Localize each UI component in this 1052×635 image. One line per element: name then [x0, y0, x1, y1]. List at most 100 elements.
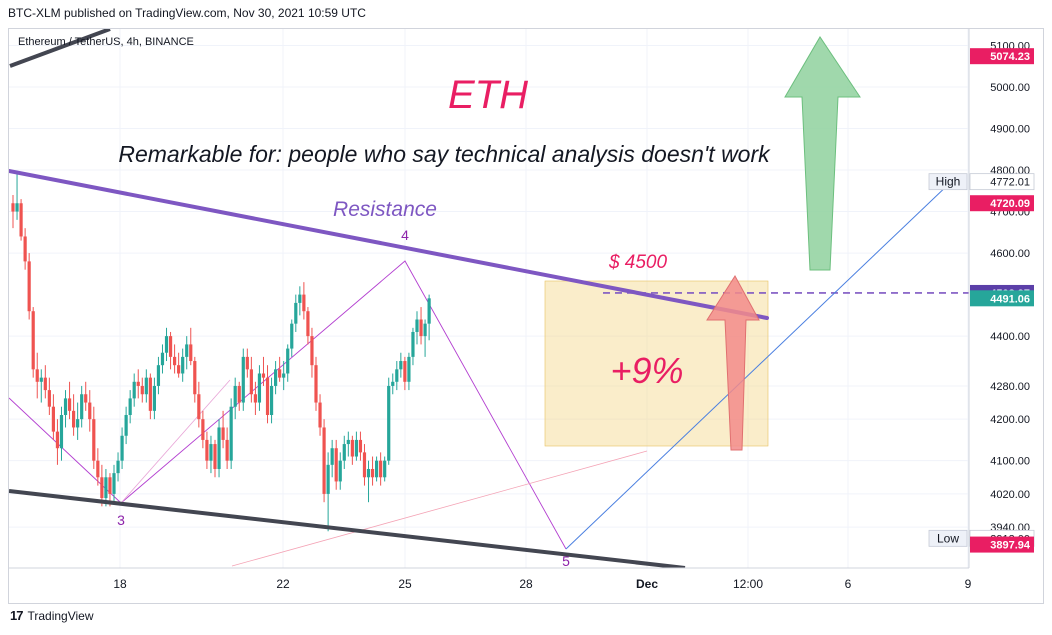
price-tag-label: 3897.94 [990, 540, 1031, 552]
candle-body [76, 419, 80, 428]
price-tick-label: 5000.00 [990, 82, 1030, 94]
support-line [9, 29, 111, 68]
candle-body [160, 352, 165, 366]
candle-body [173, 356, 177, 366]
gain-label: +9% [610, 350, 683, 391]
time-tick-label: 6 [845, 577, 852, 591]
candle-body [84, 394, 88, 403]
time-axis[interactable]: 18 22 25 28 Dec 12:00 6 9 [9, 567, 972, 591]
resistance-line [9, 169, 769, 320]
price-tag [970, 290, 1034, 307]
wave-point-label: 3 [117, 512, 125, 528]
price-tag [969, 173, 1035, 191]
candle-body [245, 356, 249, 370]
candles [11, 174, 431, 532]
candle-body [43, 377, 47, 391]
time-tick-label: 18 [113, 577, 127, 591]
highlight-zones [544, 280, 969, 447]
up-arrow [784, 36, 861, 271]
price-tick-label: 4280.00 [990, 381, 1030, 393]
candle-body [15, 203, 19, 212]
candle-body [354, 439, 358, 457]
candle-body [47, 390, 51, 407]
candle-body [11, 203, 15, 212]
candle-body [375, 460, 379, 478]
price-tags: 5074.234772.01High4720.094503.974491.063… [928, 48, 1035, 553]
time-tick-label: 9 [965, 577, 972, 591]
chart-frame [8, 28, 1044, 604]
candle-body [411, 331, 415, 357]
time-tick-label: 25 [398, 577, 412, 591]
candle-body [31, 311, 35, 370]
candle-body [181, 356, 185, 374]
candle-body [148, 377, 152, 411]
candle-body [249, 369, 253, 395]
candle-body [362, 452, 367, 478]
candle-body [237, 385, 241, 403]
candle-body [415, 319, 419, 332]
candle-body [278, 369, 282, 378]
candle-body [427, 298, 431, 324]
candle-body [265, 377, 270, 416]
candle-body [233, 385, 237, 407]
resistance-lines [9, 29, 769, 568]
price-tick-label: 4900.00 [990, 124, 1030, 136]
candle-body [217, 427, 221, 469]
candle-body [63, 398, 68, 416]
chart-subtitle: Remarkable for: people who say technical… [118, 141, 771, 167]
candle-body [241, 356, 245, 403]
candle-body [177, 365, 181, 374]
candle-body [55, 431, 60, 449]
price-tag-label: 4491.06 [990, 293, 1030, 305]
candle-body [164, 336, 169, 353]
price-tag [970, 195, 1034, 212]
candle-body [407, 356, 411, 382]
candle-body [108, 477, 112, 494]
price-tag-name-box [928, 529, 968, 547]
target-arrow [706, 275, 760, 451]
candle-body [132, 381, 136, 399]
price-tag-label: 4772.01 [990, 177, 1030, 189]
arrows [706, 36, 861, 451]
support-line [9, 489, 686, 568]
candle-body [35, 369, 39, 382]
candle-body [193, 361, 197, 395]
candle-body [209, 444, 213, 461]
candle-body [419, 319, 423, 337]
wave-point-labels: 3 4 5 [117, 227, 570, 569]
candle-body [330, 448, 334, 465]
candle-body [197, 394, 201, 420]
price-tag-label: 5074.23 [990, 51, 1030, 63]
candle-body [383, 460, 387, 478]
price-tag-name: Low [937, 531, 959, 545]
price-tick-label: 4200.00 [990, 414, 1030, 426]
wave-point-label: 4 [401, 227, 409, 243]
candle-body [314, 365, 318, 403]
candle-body [205, 439, 209, 461]
price-tag [970, 48, 1034, 65]
candle-body [213, 444, 217, 469]
publish-header: BTC-XLM published on TradingView.com, No… [8, 6, 366, 20]
footer-brand: TradingView [27, 608, 94, 623]
candle-body [124, 415, 128, 436]
trend-line [565, 180, 953, 550]
candle-body [80, 394, 84, 420]
zigzag-line [120, 260, 567, 550]
candle-body [189, 344, 193, 362]
price-tick-label: 4020.00 [990, 489, 1030, 501]
candle-body [168, 336, 173, 357]
candle-body [104, 477, 108, 499]
candle-body [39, 377, 43, 382]
candle-body [221, 427, 225, 440]
time-tick-label: Dec [636, 577, 658, 591]
candle-body [387, 385, 391, 461]
candle-body [403, 361, 407, 382]
candle-body [286, 348, 290, 374]
candle-body [96, 460, 100, 478]
candle-body [19, 203, 23, 237]
candle-body [391, 381, 395, 386]
trend-lines [9, 180, 953, 567]
candle-body [92, 419, 96, 461]
price-tick-label: 4600.00 [990, 248, 1030, 260]
